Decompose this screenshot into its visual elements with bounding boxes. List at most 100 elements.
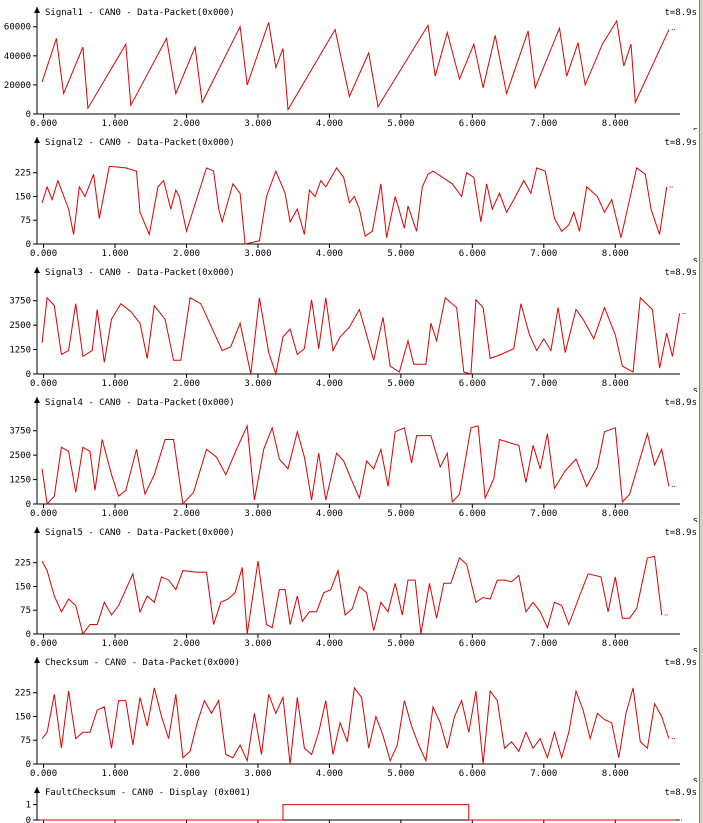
x-tick-label: 5.000 <box>387 509 414 519</box>
x-tick-label: 1.000 <box>101 249 128 259</box>
x-tick-label: 2.000 <box>173 509 200 519</box>
y-tick-label: 40000 <box>4 52 31 62</box>
y-tick-label: 75 <box>20 216 31 226</box>
x-unit-label: s <box>693 776 698 782</box>
signal-trace <box>40 804 676 821</box>
y-tick-label: 75 <box>20 606 31 616</box>
y-tick-label: 3750 <box>9 427 31 437</box>
x-tick-label: 2.000 <box>173 379 200 389</box>
chart-panel-4: Signal4 - CAN0 - Data-Packet(0x000) t=8.9… <box>9 397 698 522</box>
x-tick-label: 8.000 <box>602 769 629 779</box>
signal-trace <box>41 296 681 376</box>
y-tick-label: 150 <box>15 192 31 202</box>
x-tick-label: 8.000 <box>602 119 629 129</box>
chart-panel-5: Signal5 - CAN0 - Data-Packet(0x000) t=8.9… <box>15 527 698 652</box>
y-tick-label: 60000 <box>4 23 31 33</box>
x-tick-label: 2.000 <box>173 769 200 779</box>
x-unit-label: s <box>693 386 698 392</box>
y-tick-label: 0 <box>26 630 31 640</box>
chart-title: Signal1 - CAN0 - Data-Packet(0x000) <box>45 8 235 18</box>
y-tick-label: 0 <box>26 500 31 510</box>
x-tick-label: 3.000 <box>244 379 271 389</box>
x-tick-label: 0.000 <box>30 509 57 519</box>
x-tick-label: 4.000 <box>316 249 343 259</box>
x-tick-label: 5.000 <box>387 119 414 129</box>
y-tick-label: 0 <box>26 110 31 120</box>
chart-title: Signal2 - CAN0 - Data-Packet(0x000) <box>45 138 235 148</box>
x-tick-label: 7.000 <box>530 379 557 389</box>
chart-title: Signal3 - CAN0 - Data-Packet(0x000) <box>45 268 235 278</box>
x-tick-label: 6.000 <box>459 509 486 519</box>
y-tick-label: 225 <box>15 689 31 699</box>
chart-title: Signal5 - CAN0 - Data-Packet(0x000) <box>45 528 235 538</box>
x-tick-label: 1.000 <box>101 119 128 129</box>
x-tick-label: 7.000 <box>530 119 557 129</box>
y-tick-label: 0 <box>26 370 31 380</box>
y-tick-label: 0 <box>26 240 31 250</box>
x-tick-label: 7.000 <box>530 249 557 259</box>
time-readout: t=8.9s <box>664 268 697 278</box>
y-tick-label: 0 <box>26 816 31 823</box>
x-tick-label: 8.000 <box>602 509 629 519</box>
y-tick-label: 225 <box>15 169 31 179</box>
x-tick-label: 3.000 <box>244 509 271 519</box>
x-tick-label: 1.000 <box>101 509 128 519</box>
y-tick-label: 3750 <box>9 297 31 307</box>
x-unit-label: s <box>693 126 698 130</box>
y-tick-label: 1250 <box>9 346 31 356</box>
signal-trace <box>41 165 668 245</box>
x-tick-label: 3.000 <box>244 119 271 129</box>
x-tick-label: 0.000 <box>30 769 57 779</box>
time-readout: t=8.9s <box>664 788 697 798</box>
x-tick-label: 0.000 <box>30 379 57 389</box>
signal-trace <box>41 424 670 506</box>
x-tick-label: 1.000 <box>101 379 128 389</box>
x-tick-label: 4.000 <box>316 769 343 779</box>
x-tick-label: 2.000 <box>173 639 200 649</box>
x-tick-label: 8.000 <box>602 249 629 259</box>
window-border <box>699 0 703 823</box>
x-tick-label: 5.000 <box>387 249 414 259</box>
x-tick-label: 6.000 <box>459 379 486 389</box>
y-tick-label: 75 <box>20 736 31 746</box>
signal-trace <box>41 555 663 636</box>
chart-panel-2: Signal2 - CAN0 - Data-Packet(0x000) t=8.9… <box>15 137 698 262</box>
y-tick-label: 225 <box>15 559 31 569</box>
chart-panel-7: FaultChecksum - CAN0 - Display (0x001) t=… <box>26 787 697 823</box>
x-tick-label: 7.000 <box>530 769 557 779</box>
x-tick-label: 0.000 <box>30 119 57 129</box>
x-tick-label: 4.000 <box>316 119 343 129</box>
y-tick-label: 150 <box>15 712 31 722</box>
x-tick-label: 8.000 <box>602 379 629 389</box>
x-tick-label: 5.000 <box>387 379 414 389</box>
signal-trace <box>41 19 670 112</box>
x-tick-label: 6.000 <box>459 249 486 259</box>
x-tick-label: 3.000 <box>244 639 271 649</box>
time-readout: t=8.9s <box>664 398 697 408</box>
y-tick-label: 1 <box>26 801 31 811</box>
x-tick-label: 2.000 <box>173 119 200 129</box>
x-tick-label: 7.000 <box>530 509 557 519</box>
x-tick-label: 0.000 <box>30 639 57 649</box>
x-unit-label: s <box>693 646 698 652</box>
x-tick-label: 2.000 <box>173 249 200 259</box>
time-readout: t=8.9s <box>664 528 697 538</box>
time-readout: t=8.9s <box>664 8 697 18</box>
x-tick-label: 7.000 <box>530 639 557 649</box>
x-tick-label: 8.000 <box>602 639 629 649</box>
y-tick-label: 150 <box>15 582 31 592</box>
x-unit-label: s <box>693 516 698 522</box>
chart-panel-6: Checksum - CAN0 - Data-Packet(0x000) t=8.… <box>15 657 698 782</box>
x-tick-label: 4.000 <box>316 379 343 389</box>
x-tick-label: 1.000 <box>101 769 128 779</box>
y-tick-label: 2500 <box>9 321 31 331</box>
y-tick-label: 2500 <box>9 451 31 461</box>
x-tick-label: 0.000 <box>30 249 57 259</box>
x-tick-label: 6.000 <box>459 639 486 649</box>
chart-title: Signal4 - CAN0 - Data-Packet(0x000) <box>45 398 235 408</box>
y-tick-label: 0 <box>26 760 31 770</box>
chart-panel-1: Signal1 - CAN0 - Data-Packet(0x000) t=8.9… <box>4 7 698 130</box>
y-tick-label: 20000 <box>4 81 31 91</box>
chart-title: Checksum - CAN0 - Data-Packet(0x000) <box>45 658 240 668</box>
x-tick-label: 6.000 <box>459 769 486 779</box>
